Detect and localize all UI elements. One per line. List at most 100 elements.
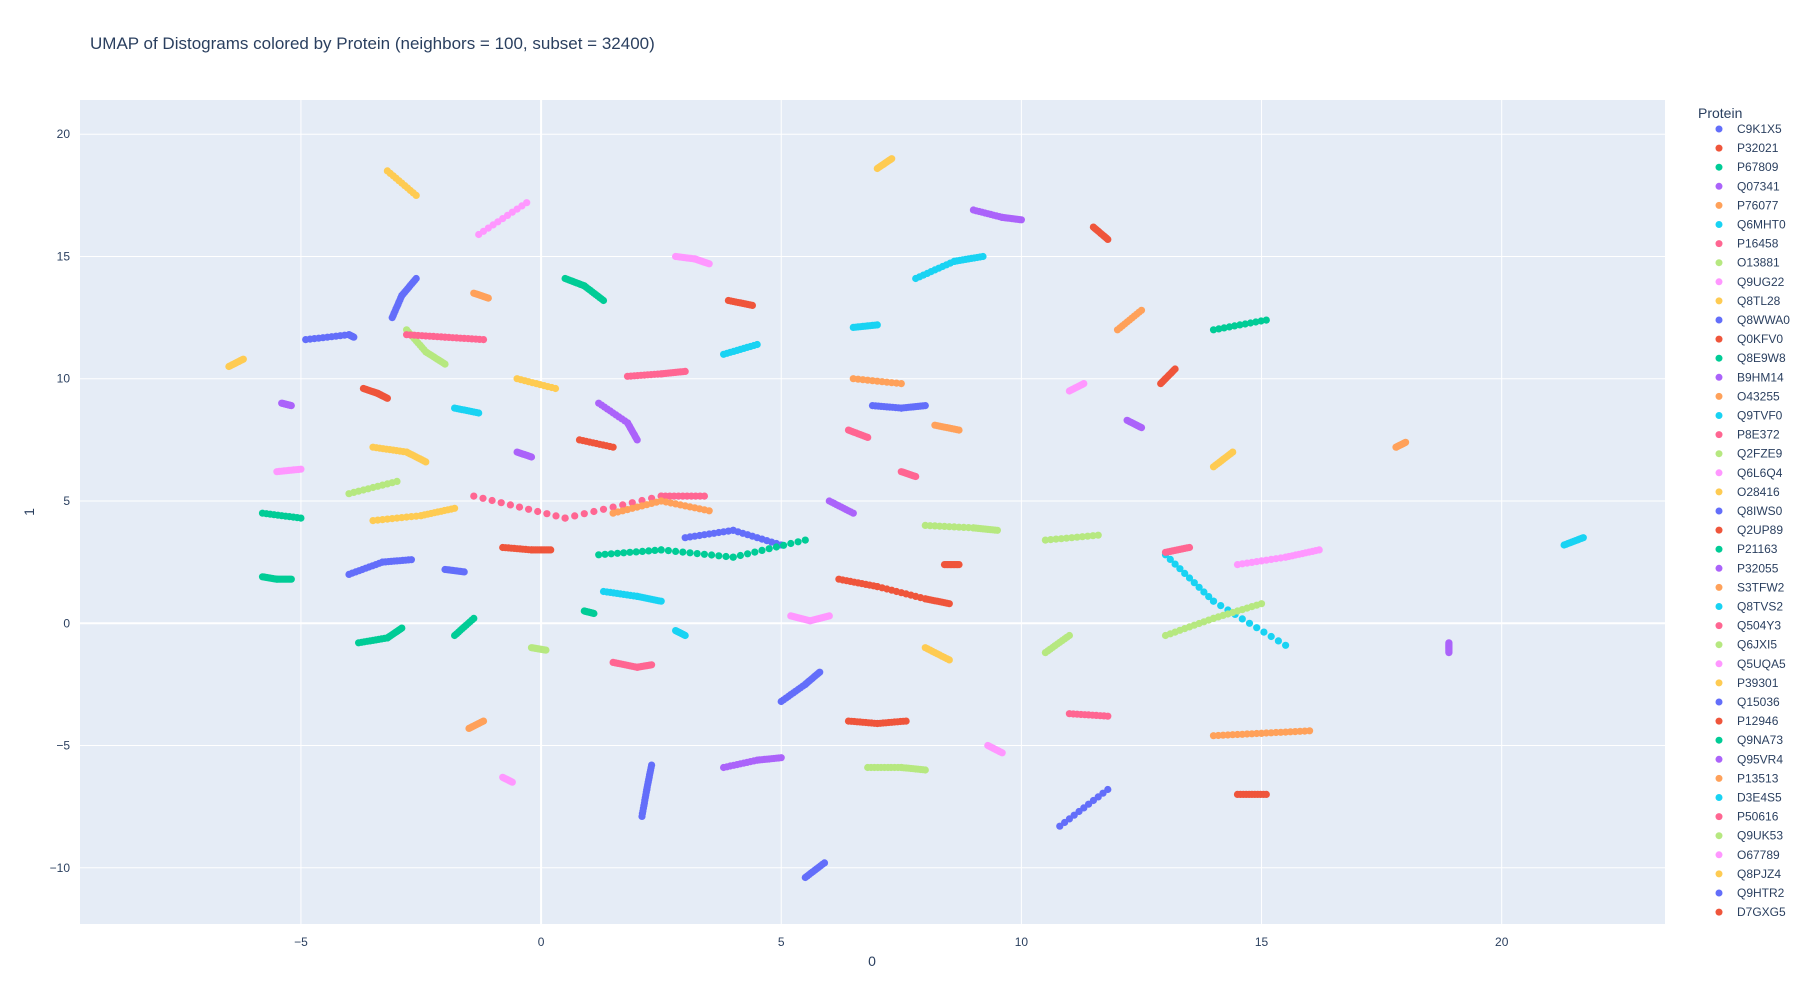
data-point bbox=[1041, 536, 1049, 544]
legend-item-P16458[interactable]: P16458 bbox=[1715, 237, 1779, 251]
legend-item-P13513[interactable]: P13513 bbox=[1715, 771, 1779, 785]
data-point bbox=[297, 514, 305, 522]
legend-label: P8E372 bbox=[1737, 428, 1780, 442]
legend-item-S3TFW2[interactable]: S3TFW2 bbox=[1715, 580, 1785, 594]
data-point bbox=[897, 380, 905, 388]
data-point bbox=[1073, 533, 1081, 541]
legend-label: P32021 bbox=[1737, 141, 1779, 155]
data-point bbox=[1137, 424, 1146, 432]
legend-item-O13881[interactable]: O13881 bbox=[1715, 256, 1781, 270]
data-points bbox=[225, 155, 1587, 882]
data-point bbox=[1195, 583, 1203, 591]
data-point bbox=[686, 549, 694, 557]
legend-item-Q2FZE9[interactable]: Q2FZE9 bbox=[1715, 447, 1783, 461]
series-D3E4S5 bbox=[849, 321, 1587, 549]
legend-item-Q9UG22[interactable]: Q9UG22 bbox=[1715, 275, 1785, 289]
legend-item-P21163[interactable]: P21163 bbox=[1715, 542, 1778, 556]
legend-marker bbox=[1715, 564, 1723, 572]
data-point bbox=[912, 472, 920, 481]
x-tick-label: 10 bbox=[1015, 935, 1029, 949]
legend-item-Q95VR4[interactable]: Q95VR4 bbox=[1715, 752, 1784, 766]
legend-label: P67809 bbox=[1737, 160, 1779, 174]
legend-item-Q9UK53[interactable]: Q9UK53 bbox=[1715, 829, 1784, 843]
data-point bbox=[1260, 628, 1268, 636]
series-P67809 bbox=[258, 274, 608, 583]
y-tick-label: 15 bbox=[57, 249, 71, 263]
legend-item-O28416[interactable]: O28416 bbox=[1715, 485, 1781, 499]
legend-item-Q6JXI5[interactable]: Q6JXI5 bbox=[1715, 638, 1778, 652]
legend-item-Q07341[interactable]: Q07341 bbox=[1715, 179, 1781, 193]
legend-item-Q5UQA5[interactable]: Q5UQA5 bbox=[1715, 657, 1787, 671]
data-point bbox=[765, 545, 773, 553]
legend-item-Q9HTR2[interactable]: Q9HTR2 bbox=[1715, 886, 1785, 900]
legend-item-Q0KFV0[interactable]: Q0KFV0 bbox=[1715, 332, 1784, 346]
data-point bbox=[412, 274, 420, 283]
legend-item-Q6L6Q4[interactable]: Q6L6Q4 bbox=[1715, 466, 1783, 480]
data-point bbox=[1217, 602, 1225, 610]
legend-item-O67789[interactable]: O67789 bbox=[1715, 848, 1781, 862]
legend-item-P67809[interactable]: P67809 bbox=[1715, 160, 1779, 174]
data-point bbox=[1166, 555, 1174, 564]
legend-item-Q9TVF0[interactable]: Q9TVF0 bbox=[1715, 409, 1783, 423]
legend-marker bbox=[1715, 660, 1723, 668]
legend-label: Q6MHT0 bbox=[1737, 218, 1786, 232]
legend-item-Q8WWA0[interactable]: Q8WWA0 bbox=[1715, 313, 1791, 327]
legend-item-P50616[interactable]: P50616 bbox=[1715, 810, 1779, 824]
data-point bbox=[715, 552, 723, 560]
y-tick-label: 10 bbox=[57, 372, 71, 386]
data-point bbox=[552, 512, 560, 520]
legend-item-D7GXG5[interactable]: D7GXG5 bbox=[1715, 905, 1787, 919]
data-point bbox=[722, 552, 730, 561]
legend-item-P12946[interactable]: P12946 bbox=[1715, 714, 1779, 728]
legend-item-Q8TVS2[interactable]: Q8TVS2 bbox=[1715, 600, 1784, 614]
legend-item-P32021[interactable]: P32021 bbox=[1715, 141, 1779, 155]
legend-item-Q2UP89[interactable]: Q2UP89 bbox=[1715, 523, 1784, 537]
data-point bbox=[1282, 641, 1290, 649]
plot-area[interactable] bbox=[80, 100, 1665, 924]
data-point bbox=[475, 409, 483, 417]
legend-item-D3E4S5[interactable]: D3E4S5 bbox=[1715, 791, 1783, 805]
series-P13513 bbox=[465, 438, 1410, 733]
legend-item-P8E372[interactable]: P8E372 bbox=[1715, 428, 1781, 442]
legend-item-Q8PJZ4[interactable]: Q8PJZ4 bbox=[1715, 867, 1782, 881]
data-point bbox=[1080, 380, 1088, 388]
data-point bbox=[1137, 306, 1146, 314]
legend-marker bbox=[1715, 870, 1723, 878]
legend-item-Q15036[interactable]: Q15036 bbox=[1715, 695, 1781, 709]
legend-item-Q504Y3[interactable]: Q504Y3 bbox=[1715, 619, 1782, 633]
legend-item-Q8TL28[interactable]: Q8TL28 bbox=[1715, 294, 1781, 308]
legend-item-P39301[interactable]: P39301 bbox=[1715, 676, 1779, 690]
legend-label: S3TFW2 bbox=[1737, 580, 1785, 594]
legend-marker bbox=[1715, 813, 1723, 821]
legend-item-Q8IWS0[interactable]: Q8IWS0 bbox=[1715, 504, 1783, 518]
legend-item-Q8E9W8[interactable]: Q8E9W8 bbox=[1715, 351, 1787, 365]
data-point bbox=[681, 367, 689, 375]
series-P12946 bbox=[844, 717, 1270, 799]
series-Q6MHT0 bbox=[451, 404, 1290, 649]
legend-marker bbox=[1715, 431, 1723, 439]
legend-label: P50616 bbox=[1737, 810, 1779, 824]
data-point bbox=[1094, 531, 1102, 539]
legend-item-C9K1X5[interactable]: C9K1X5 bbox=[1715, 122, 1783, 136]
legend-item-Q6MHT0[interactable]: Q6MHT0 bbox=[1715, 218, 1787, 232]
data-point bbox=[902, 717, 910, 725]
data-point bbox=[1089, 532, 1097, 540]
series-Q504Y3 bbox=[609, 468, 920, 671]
legend-label: O43255 bbox=[1737, 389, 1780, 403]
data-point bbox=[648, 494, 656, 502]
data-point bbox=[1057, 535, 1065, 543]
legend-label: Q8IWS0 bbox=[1737, 504, 1783, 518]
x-axis-ticks: −5 0 5 10 15 20 bbox=[294, 935, 1509, 949]
series-P32055 bbox=[595, 399, 857, 517]
legend-label: B9HM14 bbox=[1737, 370, 1784, 384]
series-Q9UG22 bbox=[475, 199, 531, 786]
legend-item-B9HM14[interactable]: B9HM14 bbox=[1715, 370, 1785, 384]
legend-item-P32055[interactable]: P32055 bbox=[1715, 561, 1779, 575]
legend-item-Q9NA73[interactable]: Q9NA73 bbox=[1715, 733, 1784, 747]
data-point bbox=[1104, 235, 1112, 243]
legend-item-P76077[interactable]: P76077 bbox=[1715, 198, 1779, 212]
legend-item-O43255[interactable]: O43255 bbox=[1715, 389, 1781, 403]
series-Q9TVF0 bbox=[720, 252, 987, 358]
data-point bbox=[1200, 588, 1208, 596]
data-point bbox=[1052, 535, 1060, 543]
